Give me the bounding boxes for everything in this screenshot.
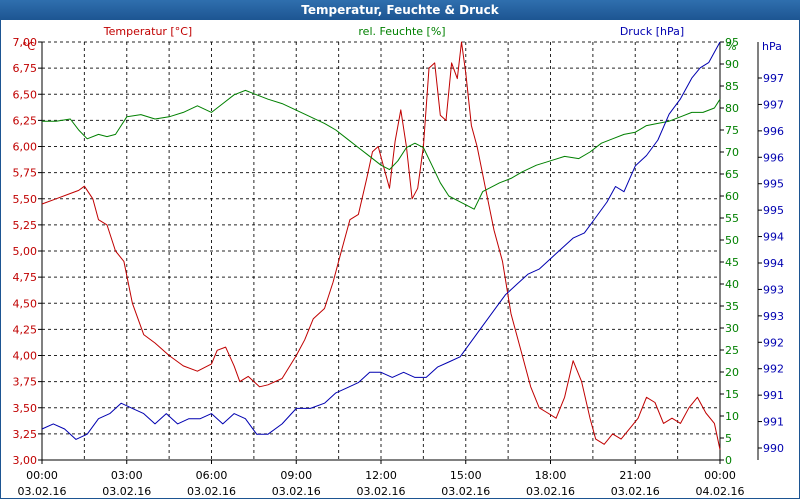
pressure-tick-label: 997 [763, 98, 784, 111]
temperature-series-line [41, 41, 721, 450]
temperature-unit-label: °C [22, 40, 36, 53]
x-tick-date-label: 03.02.16 [272, 485, 321, 498]
humidity-series-line [42, 89, 721, 210]
pressure-tick-label: 997 [763, 72, 784, 85]
pressure-tick-label: 993 [763, 283, 784, 296]
x-tick-date-label: 03.02.16 [18, 485, 67, 498]
pressure-tick-label: 991 [763, 416, 784, 429]
pressure-tick-label: 996 [763, 125, 784, 138]
pressure-tick-label: 992 [763, 336, 784, 349]
temperature-tick-label: 3,25 [13, 428, 38, 441]
humidity-tick-label: 0 [725, 454, 732, 467]
x-tick-date-label: 04.02.16 [696, 485, 745, 498]
x-tick-date-label: 03.02.16 [526, 485, 575, 498]
temperature-tick-label: 3,75 [13, 376, 38, 389]
pressure-tick-label: 993 [763, 310, 784, 323]
humidity-tick-label: 5 [725, 432, 732, 445]
humidity-tick-label: 35 [725, 300, 739, 313]
temperature-tick-label: 4,75 [13, 271, 38, 284]
temperature-tick-label: 4,50 [13, 297, 38, 310]
pressure-tick-label: 996 [763, 151, 784, 164]
humidity-tick-label: 40 [725, 278, 739, 291]
humidity-tick-label: 70 [725, 146, 739, 159]
temperature-tick-label: 7,00 [13, 36, 38, 49]
humidity-unit-label: % [726, 40, 736, 53]
pressure-tick-label: 992 [763, 363, 784, 376]
humidity-tick-label: 55 [725, 212, 739, 225]
x-tick-time-label: 18:00 [535, 469, 567, 482]
humidity-tick-label: 10 [725, 410, 739, 423]
temperature-tick-label: 5,75 [13, 167, 38, 180]
chart-title-bar: Temperatur, Feuchte & Druck [0, 0, 800, 20]
pressure-tick-label: 995 [763, 204, 784, 217]
temperature-tick-label: 5,00 [13, 245, 38, 258]
pressure-tick-label: 990 [763, 442, 784, 455]
pressure-tick-label: 994 [763, 257, 784, 270]
humidity-tick-label: 30 [725, 322, 739, 335]
humidity-tick-label: 95 [725, 36, 739, 49]
humidity-tick-label: 90 [725, 58, 739, 71]
pressure-legend-label: Druck [hPa] [620, 25, 684, 38]
x-tick-time-label: 06:00 [196, 469, 228, 482]
temperature-legend-label: Temperatur [°C] [103, 25, 192, 38]
pressure-series-line [41, 41, 721, 440]
humidity-legend-label: rel. Feuchte [%] [358, 25, 445, 38]
humidity-tick-label: 20 [725, 366, 739, 379]
x-tick-date-label: 03.02.16 [102, 485, 151, 498]
humidity-tick-label: 25 [725, 344, 739, 357]
chart-title: Temperatur, Feuchte & Druck [301, 3, 499, 17]
temperature-tick-label: 3,00 [13, 454, 38, 467]
temperature-tick-label: 6,75 [13, 62, 38, 75]
temperature-tick-label: 4,25 [13, 323, 38, 336]
x-tick-time-label: 00:00 [704, 469, 736, 482]
temperature-tick-label: 3,50 [13, 402, 38, 415]
temperature-tick-label: 5,50 [13, 193, 38, 206]
temperature-tick-label: 6,50 [13, 88, 38, 101]
x-tick-time-label: 21:00 [619, 469, 651, 482]
temperature-tick-label: 6,00 [13, 141, 38, 154]
x-tick-date-label: 03.02.16 [357, 485, 406, 498]
x-tick-date-label: 03.02.16 [441, 485, 490, 498]
pressure-tick-label: 994 [763, 231, 784, 244]
x-tick-time-label: 09:00 [280, 469, 312, 482]
temperature-tick-label: 5,25 [13, 219, 38, 232]
humidity-tick-label: 15 [725, 388, 739, 401]
x-tick-time-label: 12:00 [365, 469, 397, 482]
pressure-tick-label: 995 [763, 178, 784, 191]
humidity-tick-label: 85 [725, 80, 739, 93]
pressure-unit-label: hPa [762, 40, 782, 53]
temperature-tick-label: 6,25 [13, 114, 38, 127]
x-tick-time-label: 03:00 [111, 469, 143, 482]
humidity-tick-label: 80 [725, 102, 739, 115]
x-tick-date-label: 03.02.16 [187, 485, 236, 498]
temperature-tick-label: 4,00 [13, 350, 38, 363]
x-tick-date-label: 03.02.16 [611, 485, 660, 498]
humidity-tick-label: 45 [725, 256, 739, 269]
pressure-tick-label: 991 [763, 389, 784, 402]
humidity-tick-label: 75 [725, 124, 739, 137]
x-tick-time-label: 15:00 [450, 469, 482, 482]
humidity-tick-label: 50 [725, 234, 739, 247]
humidity-tick-label: 60 [725, 190, 739, 203]
humidity-tick-label: 65 [725, 168, 739, 181]
x-tick-time-label: 00:00 [26, 469, 58, 482]
